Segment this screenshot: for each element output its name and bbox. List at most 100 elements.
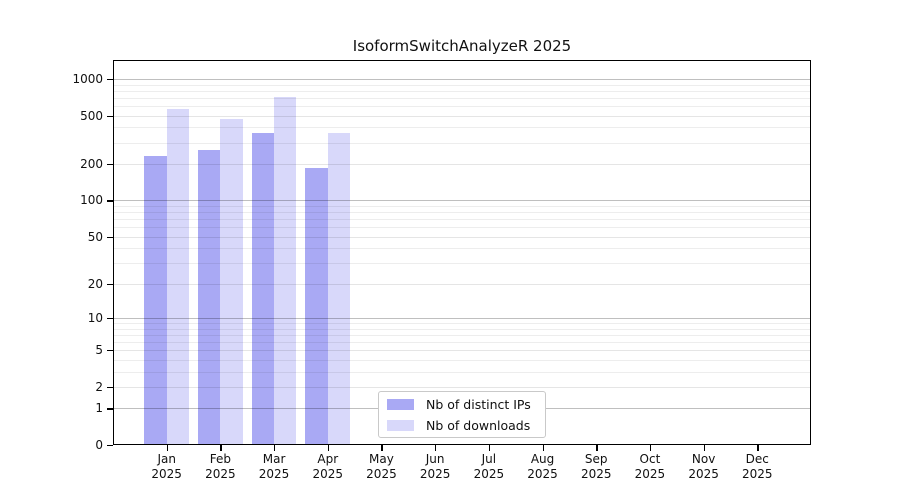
gridline-700	[113, 97, 811, 99]
x-tick-label-sep: Sep 2025	[564, 452, 628, 482]
gridline-600	[113, 105, 811, 107]
gridline-20	[113, 283, 811, 285]
legend-swatch-distinct-ips	[387, 398, 414, 410]
x-tick-label-feb: Feb 2025	[188, 452, 252, 482]
bar-nb-of-distinct-ips-feb	[198, 149, 221, 445]
gridline-200	[113, 164, 811, 165]
x-tick-year-apr: 2025	[312, 467, 344, 481]
y-tick-label-1: 1	[95, 401, 103, 416]
x-tick-year-jun: 2025	[419, 467, 451, 481]
bar-nb-of-distinct-ips-mar	[251, 132, 275, 445]
y-tick-500	[107, 115, 113, 117]
x-tick-dec	[757, 445, 759, 451]
y-tick-label-1000: 1000	[72, 71, 103, 86]
x-tick-label-may: May 2025	[349, 452, 413, 482]
plot-area	[113, 60, 811, 445]
y-tick-label-500: 500	[80, 108, 103, 123]
x-tick-label-aug: Aug 2025	[511, 452, 575, 482]
x-tick-jan	[166, 445, 168, 451]
y-tick-100	[107, 200, 113, 202]
x-tick-oct	[649, 445, 652, 451]
x-tick-year-aug: 2025	[527, 467, 558, 481]
chart-title: IsoformSwitchAnalyzeR 2025	[352, 37, 572, 55]
x-tick-label-mar: Mar 2025	[242, 452, 306, 482]
y-tick-label-50: 50	[87, 229, 103, 244]
gridline-9	[113, 322, 811, 324]
x-tick-year-feb: 2025	[205, 467, 236, 481]
x-tick-year-mar: 2025	[258, 467, 290, 481]
legend-label-distinct-ips: Nb of distinct IPs	[426, 396, 531, 412]
y-tick-label-5: 5	[95, 343, 103, 358]
x-tick-label-jan: Jan 2025	[135, 452, 199, 482]
y-tick-20	[107, 283, 113, 285]
y-tick-label-0: 0	[95, 438, 103, 452]
legend-item-downloads: Nb of downloads	[387, 416, 545, 434]
x-tick-year-jan: 2025	[151, 467, 182, 481]
x-tick-jul	[488, 445, 491, 451]
gridline-5	[113, 350, 811, 352]
x-tick-year-oct: 2025	[634, 467, 666, 481]
x-tick-year-sep: 2025	[580, 467, 612, 481]
x-tick-label-jul: Jul 2025	[457, 452, 521, 482]
y-tick-50	[107, 236, 113, 238]
x-tick-label-jun: Jun 2025	[403, 452, 467, 482]
y-tick-label-2: 2	[95, 379, 103, 394]
bar-nb-of-distinct-ips-jan	[144, 155, 167, 445]
x-tick-year-jul: 2025	[473, 467, 505, 481]
bar-nb-of-downloads-mar	[274, 97, 297, 445]
y-tick-2	[107, 386, 113, 389]
gridline-1000	[113, 78, 811, 80]
gridline-500	[113, 115, 811, 117]
gridline-100	[113, 200, 811, 202]
gridline-50	[113, 236, 811, 238]
x-tick-label-apr: Apr 2025	[296, 452, 360, 482]
legend-swatch-downloads	[387, 419, 414, 431]
gridline-3	[113, 371, 811, 373]
x-tick-may	[381, 445, 383, 451]
gridline-70	[113, 219, 811, 221]
y-tick-200	[107, 164, 113, 166]
y-tick-10	[107, 317, 113, 320]
gridline-8	[113, 328, 811, 330]
y-tick-1	[107, 408, 113, 410]
gridline-30	[113, 263, 811, 265]
x-tick-jun	[435, 445, 437, 451]
y-tick-label-20: 20	[87, 276, 103, 291]
x-tick-label-nov: Nov 2025	[672, 452, 736, 482]
gridline-10	[113, 317, 811, 319]
gridline-60	[113, 227, 811, 229]
x-tick-year-dec: 2025	[742, 467, 773, 481]
y-tick-label-200: 200	[80, 157, 103, 171]
gridline-6	[113, 341, 811, 343]
gridline-400	[113, 127, 811, 129]
gridline-2	[113, 386, 811, 388]
bar-nb-of-downloads-feb	[220, 119, 243, 445]
gridline-90	[113, 205, 811, 207]
gridline-40	[113, 248, 811, 250]
gridline-80	[113, 212, 811, 214]
x-tick-year-may: 2025	[366, 467, 397, 481]
x-tick-label-dec: Dec 2025	[725, 452, 789, 482]
gridline-4	[113, 359, 811, 361]
gridline-800	[113, 90, 811, 92]
bar-nb-of-downloads-jan	[166, 109, 189, 445]
y-tick-label-10: 10	[87, 310, 103, 325]
x-tick-sep	[596, 445, 598, 451]
y-tick-label-100: 100	[80, 193, 103, 208]
legend: Nb of distinct IPs Nb of downloads	[378, 391, 546, 438]
bar-nb-of-downloads-apr	[327, 132, 351, 445]
gridline-900	[113, 84, 811, 86]
x-tick-mar	[274, 445, 276, 451]
y-tick-1000	[107, 78, 113, 81]
y-tick-0	[107, 445, 113, 447]
x-tick-feb	[220, 445, 222, 451]
legend-item-distinct-ips: Nb of distinct IPs	[387, 395, 545, 413]
x-tick-year-nov: 2025	[688, 467, 719, 481]
legend-label-downloads: Nb of downloads	[426, 417, 531, 433]
x-tick-nov	[703, 445, 705, 451]
x-tick-aug	[542, 445, 544, 451]
gridline-7	[113, 334, 811, 336]
y-tick-5	[107, 350, 113, 352]
gridline-300	[113, 142, 811, 144]
